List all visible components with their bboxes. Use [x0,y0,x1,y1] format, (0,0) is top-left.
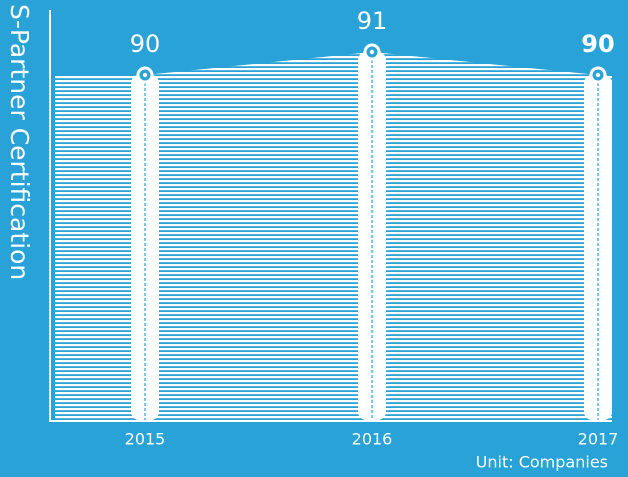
point-center [142,72,148,78]
pillar [131,75,159,420]
chart-title: S-Partner Certification [5,4,34,280]
pillar [584,75,612,420]
point-center [369,49,375,55]
value-label: 91 [357,7,388,35]
value-label: 90 [130,30,161,58]
x-tick-label: 2017 [578,430,619,449]
point-center [595,72,601,78]
area-edge [55,75,145,420]
x-tick-label: 2015 [125,430,166,449]
x-tick-label: 2016 [352,430,393,449]
value-label: 90 [581,30,614,58]
unit-label: Unit: Companies [476,453,608,472]
